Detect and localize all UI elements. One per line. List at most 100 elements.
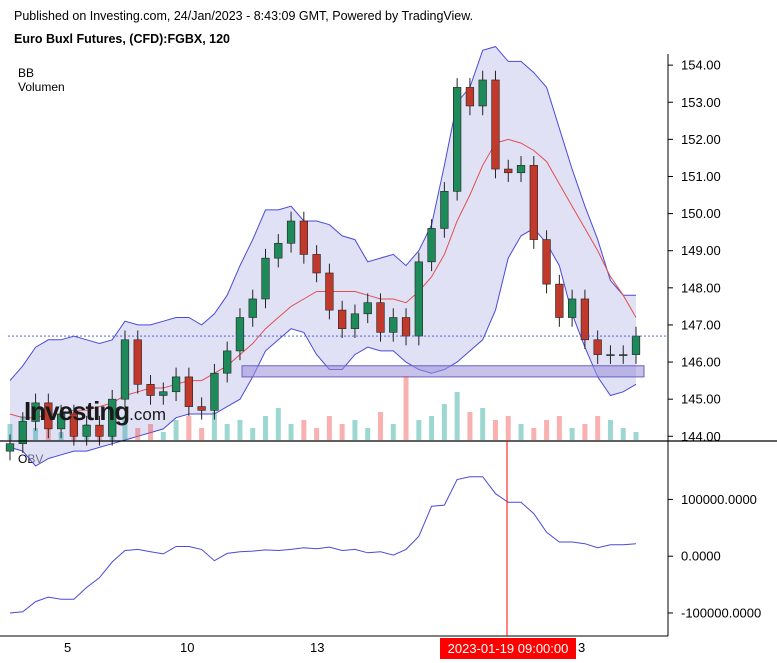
candle-body [363, 302, 372, 315]
x-tick-label: 3 [578, 640, 586, 655]
candle-body [235, 317, 245, 352]
candle-body [414, 261, 423, 337]
obv-pane [9, 476, 637, 614]
volume-bar [505, 416, 511, 440]
candle-body [44, 402, 53, 430]
candle-body [120, 339, 130, 400]
y-tick-label: 145.00 [681, 392, 721, 407]
volume-bar [33, 428, 39, 440]
candle-body [580, 298, 590, 341]
obv-tick-label: 100000.0000 [681, 492, 757, 507]
volume-bar [275, 408, 281, 440]
price-pane [5, 46, 668, 467]
candle-body [465, 87, 475, 107]
bb-indicator-label[interactable]: BB [18, 66, 35, 80]
x-tick-label: 13 [310, 640, 325, 655]
volume-bar [620, 428, 626, 440]
published-note: Published on Investing.com, 24/Jan/2023 … [14, 9, 474, 23]
candle-body [631, 335, 641, 355]
candle-body [133, 339, 142, 385]
candle-body [146, 384, 155, 396]
obv-tick-label: -100000.0000 [681, 605, 761, 620]
candle-body [401, 317, 411, 337]
candle-body [261, 257, 270, 300]
volume-bar [186, 416, 192, 440]
volume-bar [250, 428, 256, 440]
bb-band-fill [10, 46, 636, 466]
y-tick-label: 144.00 [681, 429, 721, 444]
y-tick-label: 151.00 [681, 169, 721, 184]
x-tick-label: 10 [180, 640, 195, 655]
candle-body [427, 228, 436, 263]
candle-body [504, 168, 513, 174]
volume-bar [416, 420, 422, 440]
candle-body [619, 354, 628, 356]
volume-bar [518, 424, 524, 440]
candle-body [31, 402, 40, 422]
volume-bar [607, 420, 613, 440]
candle-body [338, 309, 347, 329]
volume-bar [326, 416, 332, 440]
volume-bar [160, 432, 166, 440]
volume-bar [441, 404, 447, 440]
candle-body [223, 350, 232, 374]
candle-body [286, 220, 296, 244]
volume-bar [288, 424, 294, 440]
price-axis: 154.00 153.00 152.00 151.00 150.00 149.00 148.… [0, 54, 777, 637]
volume-bar [531, 428, 537, 440]
volume-bar [569, 428, 575, 440]
volume-bar [492, 420, 498, 440]
y-tick-label: 149.00 [681, 243, 721, 258]
y-tick-label: 148.00 [681, 280, 721, 295]
volume-bar [556, 416, 562, 440]
support-zone [241, 365, 645, 378]
volume-bar [122, 416, 128, 440]
candle-body [69, 413, 79, 437]
candle-body [56, 413, 66, 430]
volume-bar [263, 416, 269, 440]
volume-bar [544, 420, 550, 440]
candle-body [542, 239, 551, 285]
volume-bar [301, 420, 307, 440]
volume-bar [403, 376, 409, 440]
obv-line [9, 476, 637, 614]
candle-body [299, 220, 308, 255]
candle-body [274, 242, 283, 259]
candle-body [478, 79, 487, 107]
candle-body [159, 391, 168, 396]
volume-bar [211, 412, 217, 440]
bb-upper-line [9, 46, 636, 381]
volume-bar [390, 424, 396, 440]
volume-bar [480, 408, 486, 440]
volume-bar [237, 420, 243, 440]
volume-bar [454, 392, 460, 440]
x-tick-label: 5 [64, 640, 72, 655]
candle-body [516, 165, 526, 174]
volume-bar [377, 412, 383, 440]
crosshair-time-label: 2023-01-19 09:00:00 [440, 638, 576, 659]
obv-tick-label: 0.0000 [681, 549, 721, 564]
candle-body [108, 398, 117, 437]
volume-bar [148, 424, 154, 440]
candle-body [325, 272, 334, 311]
candle-body [529, 165, 538, 240]
volume-bar [339, 424, 345, 440]
candle-body [248, 298, 257, 318]
candle-body [95, 424, 104, 437]
candle-body [555, 283, 564, 318]
y-tick-label: 152.00 [681, 132, 721, 147]
volume-indicator-label[interactable]: Volumen [18, 80, 65, 94]
candle-body [350, 313, 360, 329]
volume-bar [595, 416, 601, 440]
chart-title: Euro Buxl Futures, (CFD):FGBX, 120 [14, 32, 230, 46]
volume-bar [314, 428, 320, 440]
y-tick-label: 147.00 [681, 317, 721, 332]
volume-bar [429, 416, 435, 440]
volume-bar [633, 432, 639, 440]
volume-bar [7, 424, 13, 440]
y-tick-label: 154.00 [681, 58, 721, 73]
candle-body [171, 376, 181, 393]
candle-body [567, 298, 577, 318]
y-tick-label: 153.00 [681, 95, 721, 110]
